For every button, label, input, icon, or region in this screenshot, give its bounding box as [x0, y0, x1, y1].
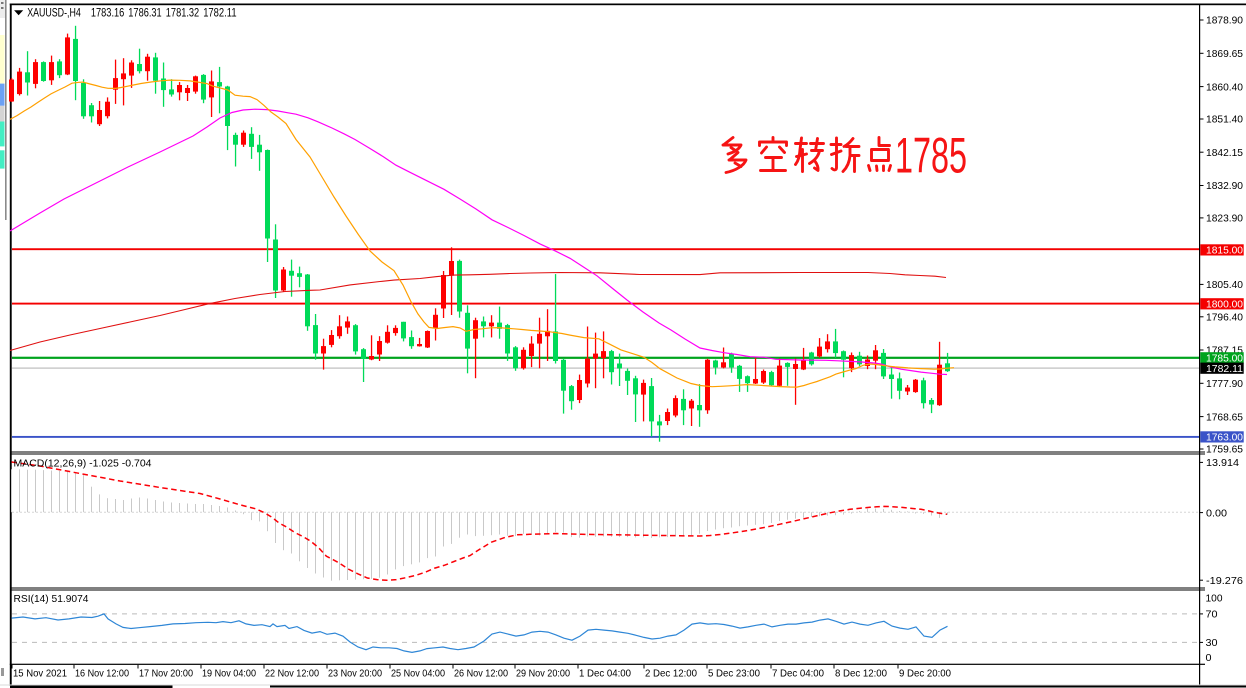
svg-text:9 Dec 20:00: 9 Dec 20:00 [899, 668, 951, 680]
svg-text:1869.65: 1869.65 [1206, 48, 1243, 60]
svg-text:70: 70 [1206, 609, 1218, 621]
svg-text:5 Dec 23:00: 5 Dec 23:00 [708, 668, 760, 680]
svg-text:19 Nov 04:00: 19 Nov 04:00 [202, 668, 256, 680]
svg-text:100: 100 [1206, 593, 1223, 605]
svg-text:1842.15: 1842.15 [1206, 147, 1243, 159]
svg-text:1777.90: 1777.90 [1206, 378, 1243, 390]
svg-text:1783.16: 1783.16 [91, 5, 125, 19]
svg-text:17 Nov 20:00: 17 Nov 20:00 [139, 668, 193, 680]
svg-text:RSI(14) 51.9074: RSI(14) 51.9074 [14, 593, 89, 605]
svg-text:1851.40: 1851.40 [1206, 114, 1243, 126]
svg-text:26 Nov 12:00: 26 Nov 12:00 [454, 668, 508, 680]
svg-text:13.914: 13.914 [1206, 457, 1239, 469]
svg-text:1782.11: 1782.11 [1206, 363, 1243, 375]
svg-text:-19.276: -19.276 [1206, 575, 1243, 587]
svg-text:0: 0 [1206, 652, 1212, 664]
svg-text:1768.65: 1768.65 [1206, 411, 1243, 423]
svg-text:23 Nov 20:00: 23 Nov 20:00 [328, 668, 382, 680]
svg-text:1782.11: 1782.11 [203, 5, 237, 19]
svg-text:1832.90: 1832.90 [1206, 180, 1243, 192]
svg-text:29 Nov 20:00: 29 Nov 20:00 [516, 668, 570, 680]
svg-text:15 Nov 2021: 15 Nov 2021 [13, 668, 67, 680]
svg-text:25 Nov 04:00: 25 Nov 04:00 [391, 668, 445, 680]
svg-text:1759.65: 1759.65 [1206, 444, 1243, 456]
svg-text:1 Dec 04:00: 1 Dec 04:00 [579, 668, 631, 680]
svg-text:MACD(12,26,9) -1.025 -0.704: MACD(12,26,9) -1.025 -0.704 [14, 457, 152, 469]
svg-text:7 Dec 04:00: 7 Dec 04:00 [772, 668, 824, 680]
svg-text:1786.31: 1786.31 [128, 5, 162, 19]
svg-text:30: 30 [1206, 637, 1218, 649]
svg-text:1805.40: 1805.40 [1206, 279, 1243, 291]
svg-text:1785.00: 1785.00 [1206, 353, 1243, 365]
svg-text:8 Dec 12:00: 8 Dec 12:00 [835, 668, 887, 680]
svg-text:XAUUSD-,H4: XAUUSD-,H4 [27, 5, 81, 19]
svg-text:2 Dec 12:00: 2 Dec 12:00 [645, 668, 697, 680]
svg-text:0.00: 0.00 [1206, 507, 1227, 519]
svg-text:1823.90: 1823.90 [1206, 213, 1243, 225]
svg-text:22 Nov 12:00: 22 Nov 12:00 [265, 668, 319, 680]
svg-text:1785: 1785 [895, 128, 967, 184]
svg-text:1763.00: 1763.00 [1206, 432, 1243, 444]
svg-text:1781.32: 1781.32 [166, 5, 200, 19]
svg-text:1796.40: 1796.40 [1206, 312, 1243, 324]
svg-text:16 Nov 12:00: 16 Nov 12:00 [75, 668, 129, 680]
svg-text:1815.00: 1815.00 [1206, 245, 1243, 257]
svg-text:1800.00: 1800.00 [1206, 299, 1243, 311]
svg-text:1860.40: 1860.40 [1206, 81, 1243, 93]
svg-text:1878.90: 1878.90 [1206, 15, 1243, 27]
